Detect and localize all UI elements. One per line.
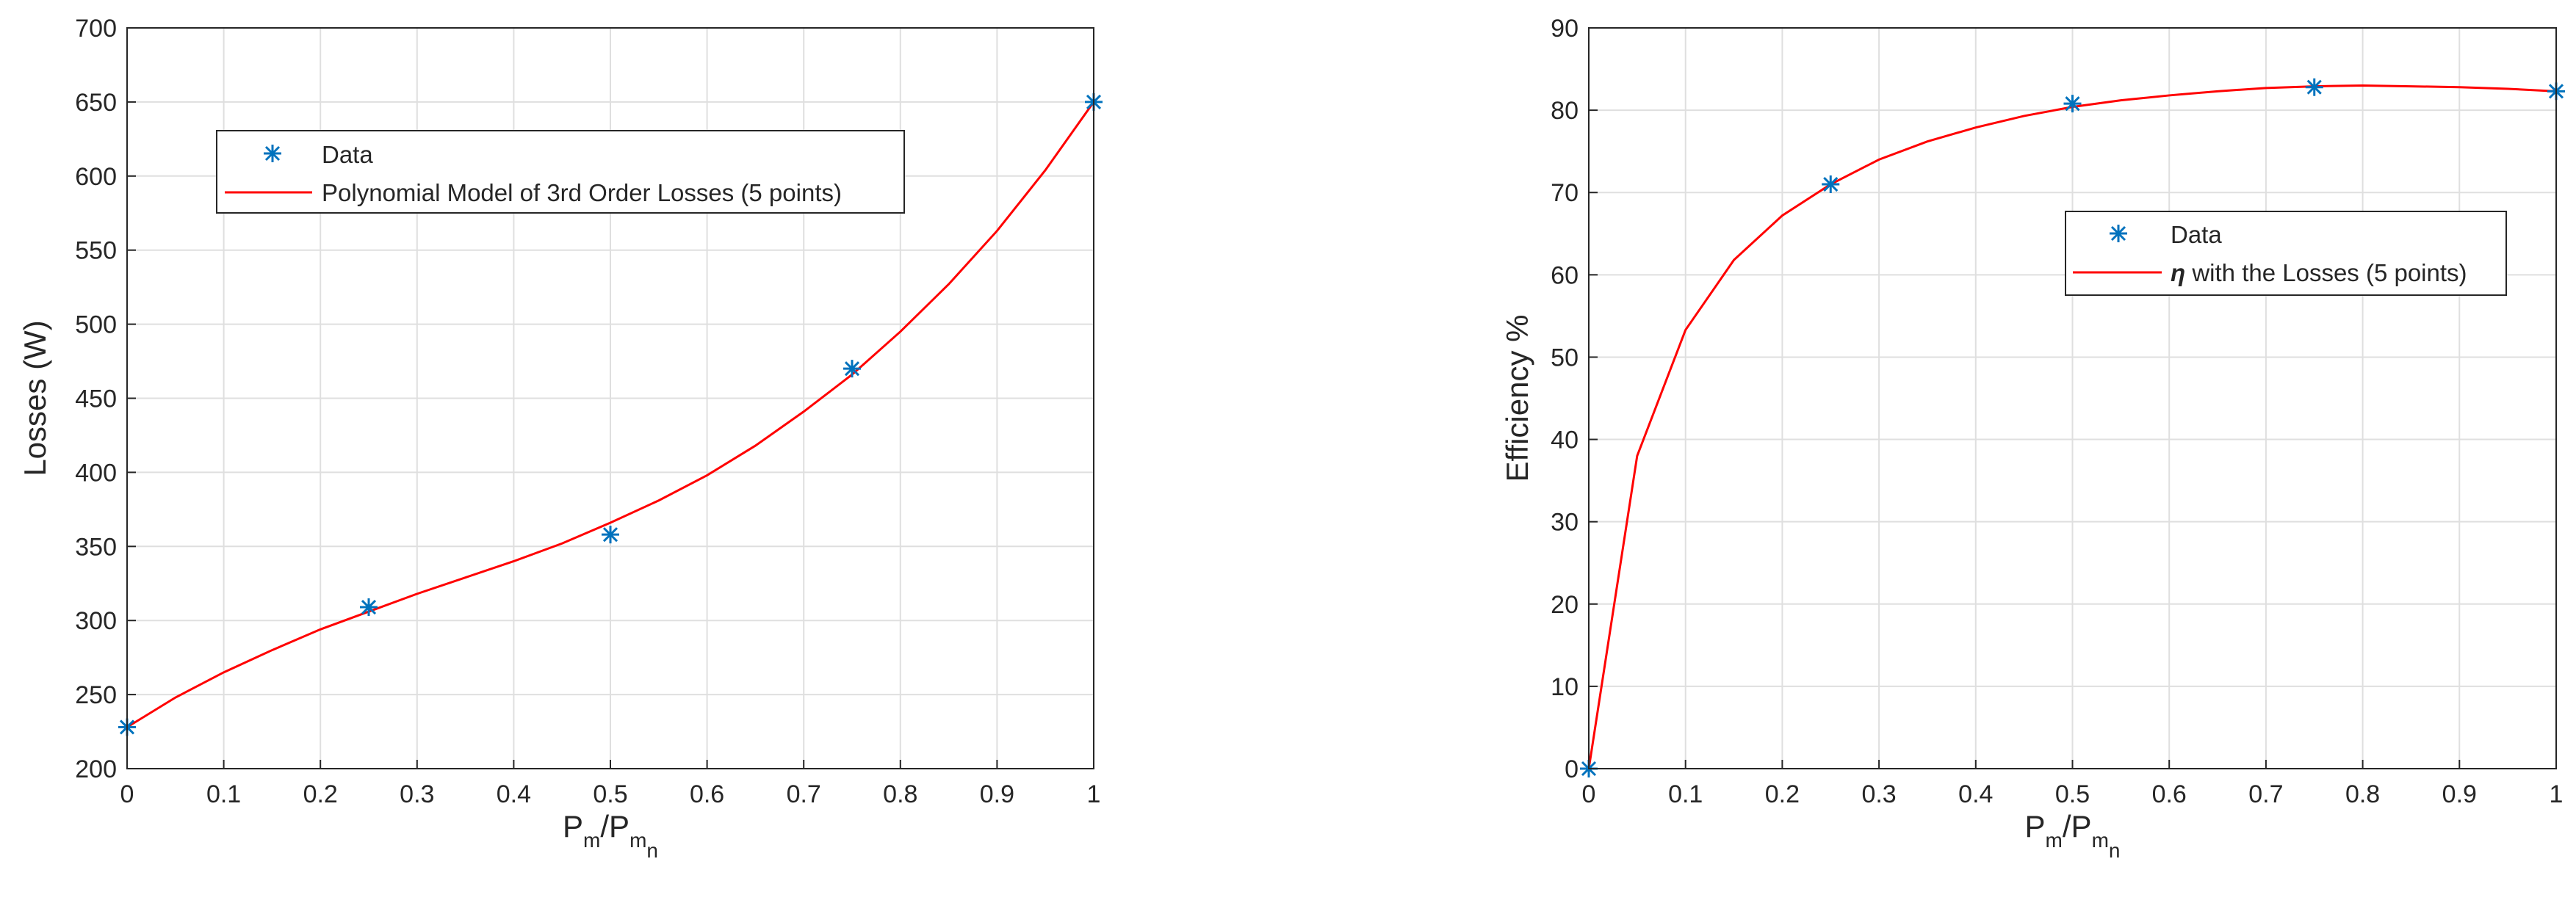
legend-efficiency-rest: with the Losses (5 points) bbox=[2185, 259, 2467, 286]
x-tick-label: 0.7 bbox=[2248, 780, 2283, 808]
x-tick-label: 0.8 bbox=[2345, 780, 2380, 808]
y-tick-label: 600 bbox=[75, 163, 117, 191]
y-tick-label: 250 bbox=[75, 681, 117, 709]
x-label-sub-m2: m bbox=[2092, 829, 2109, 852]
x-tick-label: 0.5 bbox=[2055, 780, 2090, 808]
x-label-sub-n: n bbox=[646, 839, 658, 862]
x-label-slash: / bbox=[600, 809, 609, 844]
x-tick-label: 0.4 bbox=[497, 780, 531, 808]
y-tick-label: 70 bbox=[1551, 179, 1579, 207]
x-label-sub-m1: m bbox=[583, 829, 600, 852]
losses-chart-x-axis-label: Pm/Pmn bbox=[563, 809, 658, 862]
legend-data-label: Data bbox=[322, 141, 373, 168]
x-tick-label: 1 bbox=[1087, 780, 1101, 808]
legend-box bbox=[2065, 211, 2507, 296]
x-label-sub-n: n bbox=[2109, 839, 2121, 862]
x-tick-label: 0 bbox=[120, 780, 134, 808]
y-tick-label: 200 bbox=[75, 755, 117, 783]
x-tick-label: 0.4 bbox=[1958, 780, 1993, 808]
legend-data-marker bbox=[264, 145, 281, 162]
x-label-base-p2: P bbox=[609, 809, 629, 844]
losses-chart-y-axis-label: Losses (W) bbox=[18, 320, 52, 476]
y-tick-label: 550 bbox=[75, 237, 117, 265]
losses-chart: 0 0.1 0.2 0.3 0.4 0.5 0.6 0.7 0.8 0.9 1 200 250 300 35… bbox=[18, 15, 1103, 862]
data-point-marker bbox=[2063, 95, 2082, 113]
x-tick-label: 0.3 bbox=[400, 780, 434, 808]
x-tick-label: 0.9 bbox=[980, 780, 1014, 808]
x-tick-label: 0.6 bbox=[690, 780, 724, 808]
y-tick-label: 30 bbox=[1551, 509, 1579, 537]
x-label-sub-m1: m bbox=[2046, 829, 2063, 852]
x-tick-label: 0 bbox=[1582, 780, 1596, 808]
y-tick-label: 300 bbox=[75, 607, 117, 635]
y-tick-label: 20 bbox=[1551, 591, 1579, 619]
x-tick-label: 0.6 bbox=[2152, 780, 2187, 808]
y-tick-label: 40 bbox=[1551, 427, 1579, 454]
y-tick-label: 50 bbox=[1551, 344, 1579, 371]
x-label-slash: / bbox=[2063, 809, 2071, 844]
y-tick-label: 450 bbox=[75, 385, 117, 413]
y-tick-label: 700 bbox=[75, 15, 117, 43]
efficiency-chart-legend: Data η with the Losses (5 points) bbox=[2065, 211, 2507, 296]
x-tick-label: 0.5 bbox=[593, 780, 627, 808]
y-tick-label: 90 bbox=[1551, 15, 1579, 43]
x-label-base-p1: P bbox=[563, 809, 583, 844]
model-line bbox=[126, 101, 1095, 728]
efficiency-chart-ticks: 0 0.1 0.2 0.3 0.4 0.5 0.6 0.7 0.8 0.9 101020304050… bbox=[1551, 15, 2563, 808]
x-label-base-p2: P bbox=[2071, 809, 2092, 844]
efficiency-chart: 0 0.1 0.2 0.3 0.4 0.5 0.6 0.7 0.8 0.9 101020304050… bbox=[1500, 15, 2565, 862]
x-tick-label: 0.1 bbox=[206, 780, 241, 808]
x-label-sub-m2: m bbox=[629, 829, 646, 852]
y-tick-label: 400 bbox=[75, 459, 117, 487]
losses-chart-series bbox=[118, 93, 1103, 736]
data-point-marker bbox=[602, 526, 619, 544]
legend-efficiency-label: η with the Losses (5 points) bbox=[2171, 259, 2467, 286]
y-tick-label: 350 bbox=[75, 533, 117, 561]
x-tick-label: 0.2 bbox=[303, 780, 338, 808]
legend-model-label: Polynomial Model of 3rd Order Losses (5 … bbox=[322, 179, 842, 206]
y-tick-label: 500 bbox=[75, 311, 117, 339]
y-tick-label: 650 bbox=[75, 89, 117, 117]
x-tick-label: 0.9 bbox=[2442, 780, 2477, 808]
data-point-marker bbox=[2305, 78, 2323, 96]
x-tick-label: 0.1 bbox=[1668, 780, 1703, 808]
data-point-marker bbox=[360, 598, 378, 617]
data-point-marker bbox=[843, 360, 861, 378]
x-tick-label: 0.3 bbox=[1861, 780, 1896, 808]
efficiency-chart-x-axis-label: Pm/Pmn bbox=[2025, 809, 2121, 862]
data-point-marker bbox=[1822, 175, 1840, 194]
x-label-base-p1: P bbox=[2025, 809, 2046, 844]
x-tick-label: 0.7 bbox=[787, 780, 821, 808]
y-tick-label: 0 bbox=[1565, 755, 1579, 783]
y-tick-label: 10 bbox=[1551, 673, 1579, 701]
x-tick-label: 0.2 bbox=[1765, 780, 1800, 808]
y-tick-label: 60 bbox=[1551, 261, 1579, 289]
x-tick-label: 1 bbox=[2550, 780, 2564, 808]
y-tick-label: 80 bbox=[1551, 97, 1579, 125]
losses-chart-legend: Data Polynomial Model of 3rd Order Losse… bbox=[216, 130, 905, 214]
eta-symbol: η bbox=[2171, 259, 2185, 286]
efficiency-chart-y-axis-label: Efficiency % bbox=[1500, 315, 1534, 482]
x-tick-label: 0.8 bbox=[883, 780, 917, 808]
legend-box bbox=[216, 130, 905, 214]
legend-data-label: Data bbox=[2171, 221, 2222, 248]
losses-chart-ticks: 0 0.1 0.2 0.3 0.4 0.5 0.6 0.7 0.8 0.9 1 200 250 300 35… bbox=[75, 15, 1100, 808]
legend-data-marker bbox=[2110, 225, 2127, 242]
